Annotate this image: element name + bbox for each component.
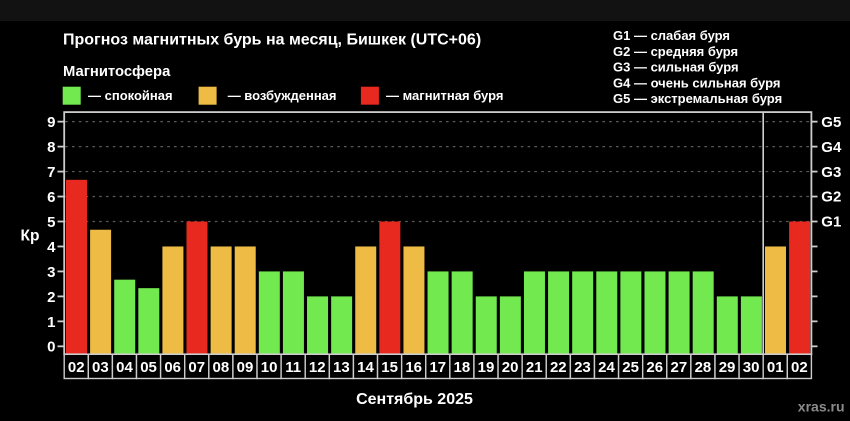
svg-text:5: 5 <box>47 214 55 231</box>
svg-text:16: 16 <box>405 359 422 376</box>
svg-text:Магнитосфера: Магнитосфера <box>63 64 171 80</box>
svg-text:7: 7 <box>47 164 55 181</box>
svg-text:9: 9 <box>47 114 55 131</box>
svg-text:xras.ru: xras.ru <box>798 399 845 415</box>
svg-text:08: 08 <box>213 359 230 376</box>
svg-text:27: 27 <box>670 359 687 376</box>
svg-text:G3 — сильная буря: G3 — сильная буря <box>613 60 739 75</box>
svg-text:02: 02 <box>791 359 808 376</box>
svg-text:G5 — экстремальная буря: G5 — экстремальная буря <box>613 91 782 106</box>
svg-text:05: 05 <box>140 359 157 376</box>
svg-text:2: 2 <box>47 289 55 306</box>
svg-text:20: 20 <box>502 359 519 376</box>
svg-text:19: 19 <box>478 359 495 376</box>
svg-text:26: 26 <box>646 359 663 376</box>
svg-text:22: 22 <box>550 359 567 376</box>
svg-text:G1 — слабая буря: G1 — слабая буря <box>613 28 730 43</box>
svg-text:8: 8 <box>47 139 55 156</box>
svg-text:11: 11 <box>285 359 301 376</box>
svg-text:07: 07 <box>188 359 205 376</box>
svg-text:3: 3 <box>47 264 55 281</box>
svg-text:4: 4 <box>47 239 56 256</box>
svg-text:02: 02 <box>68 359 85 376</box>
svg-text:— магнитная буря: — магнитная буря <box>386 88 503 103</box>
svg-text:Кр: Кр <box>21 228 40 245</box>
svg-text:14: 14 <box>357 359 374 376</box>
svg-text:06: 06 <box>164 359 181 376</box>
svg-text:— возбужденная: — возбужденная <box>228 88 337 103</box>
svg-text:G3: G3 <box>821 164 841 181</box>
svg-text:28: 28 <box>695 359 712 376</box>
svg-text:1: 1 <box>47 314 55 331</box>
svg-text:10: 10 <box>261 359 278 376</box>
svg-text:03: 03 <box>92 359 109 376</box>
svg-text:24: 24 <box>598 359 615 376</box>
svg-text:29: 29 <box>719 359 736 376</box>
svg-text:30: 30 <box>743 359 760 376</box>
svg-text:G2 — средняя буря: G2 — средняя буря <box>613 44 738 59</box>
svg-text:G1: G1 <box>821 214 841 231</box>
svg-text:09: 09 <box>237 359 254 376</box>
svg-text:G4: G4 <box>821 139 842 156</box>
svg-text:15: 15 <box>381 359 398 376</box>
svg-text:0: 0 <box>47 339 55 356</box>
svg-text:G5: G5 <box>821 114 841 131</box>
svg-text:21: 21 <box>526 359 543 376</box>
svg-text:Прогноз магнитных бурь на меся: Прогноз магнитных бурь на месяц, Бишкек … <box>63 32 481 49</box>
svg-text:01: 01 <box>767 359 784 376</box>
svg-text:G4 — очень сильная буря: G4 — очень сильная буря <box>613 75 780 90</box>
svg-text:12: 12 <box>309 359 326 376</box>
svg-text:04: 04 <box>116 359 133 376</box>
svg-text:6: 6 <box>47 189 55 206</box>
svg-text:G2: G2 <box>821 189 841 206</box>
svg-text:23: 23 <box>574 359 591 376</box>
svg-text:13: 13 <box>333 359 350 376</box>
svg-text:18: 18 <box>454 359 471 376</box>
svg-text:— спокойная: — спокойная <box>88 88 173 103</box>
svg-text:17: 17 <box>429 359 446 376</box>
svg-text:25: 25 <box>622 359 639 376</box>
svg-text:Сентябрь 2025: Сентябрь 2025 <box>356 391 473 408</box>
